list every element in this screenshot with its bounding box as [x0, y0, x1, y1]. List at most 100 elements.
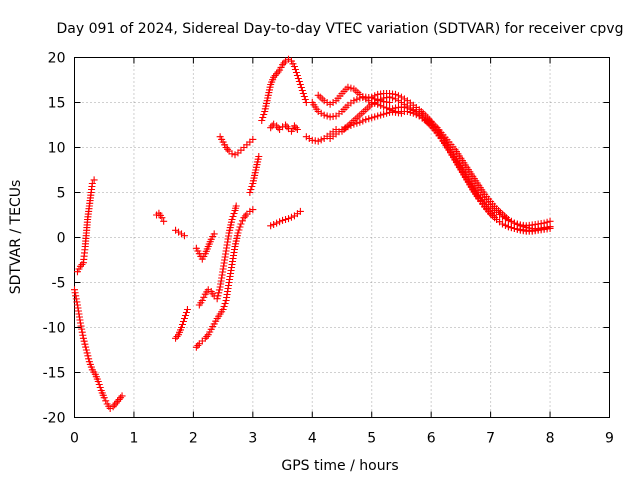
x-tick-label: 7 [486, 431, 495, 447]
data-point [82, 343, 90, 351]
data-point [499, 220, 506, 228]
data-point [406, 108, 414, 116]
data-point [160, 217, 168, 225]
data-point [219, 306, 227, 313]
data-point [540, 225, 548, 232]
data-point [179, 318, 187, 325]
data-point [374, 97, 382, 105]
data-point [394, 92, 402, 100]
series-track-f [192, 230, 218, 263]
data-point [228, 216, 236, 223]
data-point [409, 109, 417, 117]
data-point [73, 298, 81, 306]
data-point [194, 342, 202, 349]
data-point [215, 286, 223, 294]
data-point [291, 66, 299, 73]
data-point [296, 207, 304, 215]
data-point [300, 93, 308, 100]
y-tick-label: -20 [43, 411, 66, 427]
data-point [247, 186, 255, 193]
data-point [368, 93, 376, 101]
data-point [180, 315, 188, 322]
data-point [83, 349, 91, 357]
series-track-h [195, 202, 240, 309]
data-point [85, 355, 93, 363]
data-point [232, 202, 240, 210]
data-point [214, 292, 222, 300]
series-track-k [258, 55, 310, 124]
data-point [118, 392, 126, 400]
data-point [507, 224, 515, 232]
data-point [182, 309, 190, 316]
y-tick-labels: -20 -15 -10 -5 0 5 10 15 20 [43, 51, 66, 427]
data-point [100, 394, 108, 402]
data-point [234, 229, 242, 237]
data-point [507, 218, 515, 226]
data-point [180, 232, 188, 240]
data-point [344, 83, 352, 91]
data-point [392, 90, 399, 98]
data-point [359, 117, 367, 125]
data-point [198, 297, 206, 304]
data-point [283, 123, 291, 131]
data-point [94, 378, 102, 385]
data-point [368, 114, 376, 122]
data-point [371, 113, 379, 121]
data-point [270, 220, 278, 228]
data-point [295, 78, 303, 85]
data-point [317, 136, 325, 144]
data-point [543, 224, 551, 232]
series-track-b [73, 176, 98, 276]
data-point [353, 95, 361, 103]
series-track-e [172, 306, 191, 342]
x-axis-label: GPS time / hours [281, 458, 398, 474]
axis-ticks [74, 57, 610, 418]
data-point [102, 397, 110, 405]
data-point [412, 111, 420, 119]
data-point [90, 176, 98, 184]
y-tick-label: 10 [48, 141, 66, 157]
x-tick-label: 4 [308, 431, 317, 447]
data-point [255, 153, 263, 160]
data-point [213, 295, 221, 303]
data-point [95, 381, 103, 388]
x-tick-label: 2 [189, 431, 198, 447]
series-track-c [153, 209, 168, 225]
y-tick-label: 5 [57, 186, 66, 202]
x-tick-label: 1 [129, 431, 138, 447]
data-point [320, 111, 328, 119]
data-point [374, 112, 382, 120]
data-point [259, 114, 267, 121]
data-point [71, 289, 79, 297]
data-point [389, 105, 397, 113]
data-point [293, 72, 301, 79]
data-point [228, 150, 236, 158]
data-point [249, 206, 257, 214]
data-point [350, 97, 358, 105]
data-point [504, 216, 512, 224]
y-tick-label: -5 [52, 276, 66, 292]
data-point [504, 223, 512, 231]
data-point [220, 303, 228, 310]
data-point [293, 126, 301, 133]
data-point [301, 96, 309, 103]
x-tick-label: 6 [427, 431, 436, 447]
data-point [237, 220, 245, 228]
data-point [178, 321, 186, 328]
data-point [297, 84, 305, 91]
data-point [229, 213, 237, 220]
data-point [76, 319, 84, 327]
data-point [299, 90, 307, 97]
data-point [235, 226, 243, 234]
data-point [77, 322, 85, 330]
data-point [362, 116, 370, 124]
y-tick-label: 0 [57, 231, 66, 247]
x-tick-label: 3 [248, 431, 257, 447]
x-tick-label: 8 [546, 431, 555, 447]
data-point [84, 352, 92, 360]
y-tick-label: 20 [48, 51, 66, 67]
data-point [380, 110, 388, 118]
x-tick-label: 0 [70, 431, 79, 447]
data-point [287, 213, 295, 221]
series-track-r [338, 93, 554, 232]
